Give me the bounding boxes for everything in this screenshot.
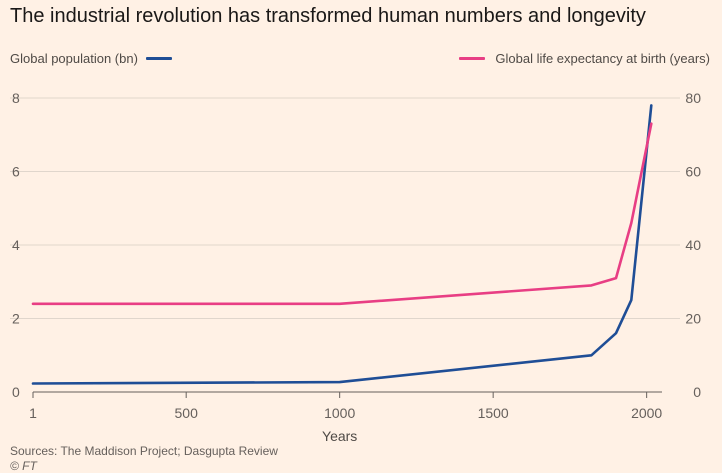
- y-left-tick-label: 4: [12, 237, 20, 253]
- x-tick-label: 1500: [478, 405, 509, 421]
- y-left-tick-label: 0: [12, 384, 20, 400]
- legend-population-label: Global population (bn): [10, 51, 138, 66]
- legend-life-expectancy: Global life expectancy at birth (years): [459, 51, 710, 66]
- y-right-tick-label: 0: [693, 384, 701, 400]
- x-tick-label: 2000: [631, 405, 662, 421]
- legend-population: Global population (bn): [10, 51, 172, 66]
- chart-title: The industrial revolution has transforme…: [10, 5, 646, 27]
- gridlines: [10, 97, 680, 319]
- source-note: Sources: The Maddison Project; Dasgupta …: [10, 444, 278, 458]
- y-axis-right-labels: 0 20 40 60 80: [685, 90, 701, 400]
- y-right-tick-label: 80: [685, 90, 701, 106]
- legend-life-expectancy-swatch: [459, 57, 486, 60]
- x-axis: [32, 391, 662, 398]
- legend-population-swatch: [145, 57, 172, 60]
- y-right-tick-label: 40: [685, 237, 701, 253]
- y-axis-left-labels: 0 2 4 6 8: [12, 90, 20, 400]
- y-left-tick-label: 8: [12, 90, 20, 106]
- series-lines: [31, 104, 653, 385]
- y-left-tick-label: 6: [12, 164, 20, 180]
- x-axis-labels: 1 500 1000 1500 2000: [29, 405, 662, 421]
- x-tick-label: 500: [175, 405, 199, 421]
- y-right-tick-label: 20: [685, 311, 701, 327]
- x-tick-label: 1000: [324, 405, 355, 421]
- series-line-life-expectancy: [31, 122, 653, 306]
- series-line-population: [31, 104, 653, 385]
- x-tick-label: 1: [29, 405, 37, 421]
- y-left-tick-label: 2: [12, 311, 20, 327]
- legend-life-expectancy-label: Global life expectancy at birth (years): [495, 51, 710, 66]
- x-axis-title: Years: [322, 428, 357, 444]
- credit: © FT: [10, 459, 37, 473]
- y-right-tick-label: 60: [685, 164, 701, 180]
